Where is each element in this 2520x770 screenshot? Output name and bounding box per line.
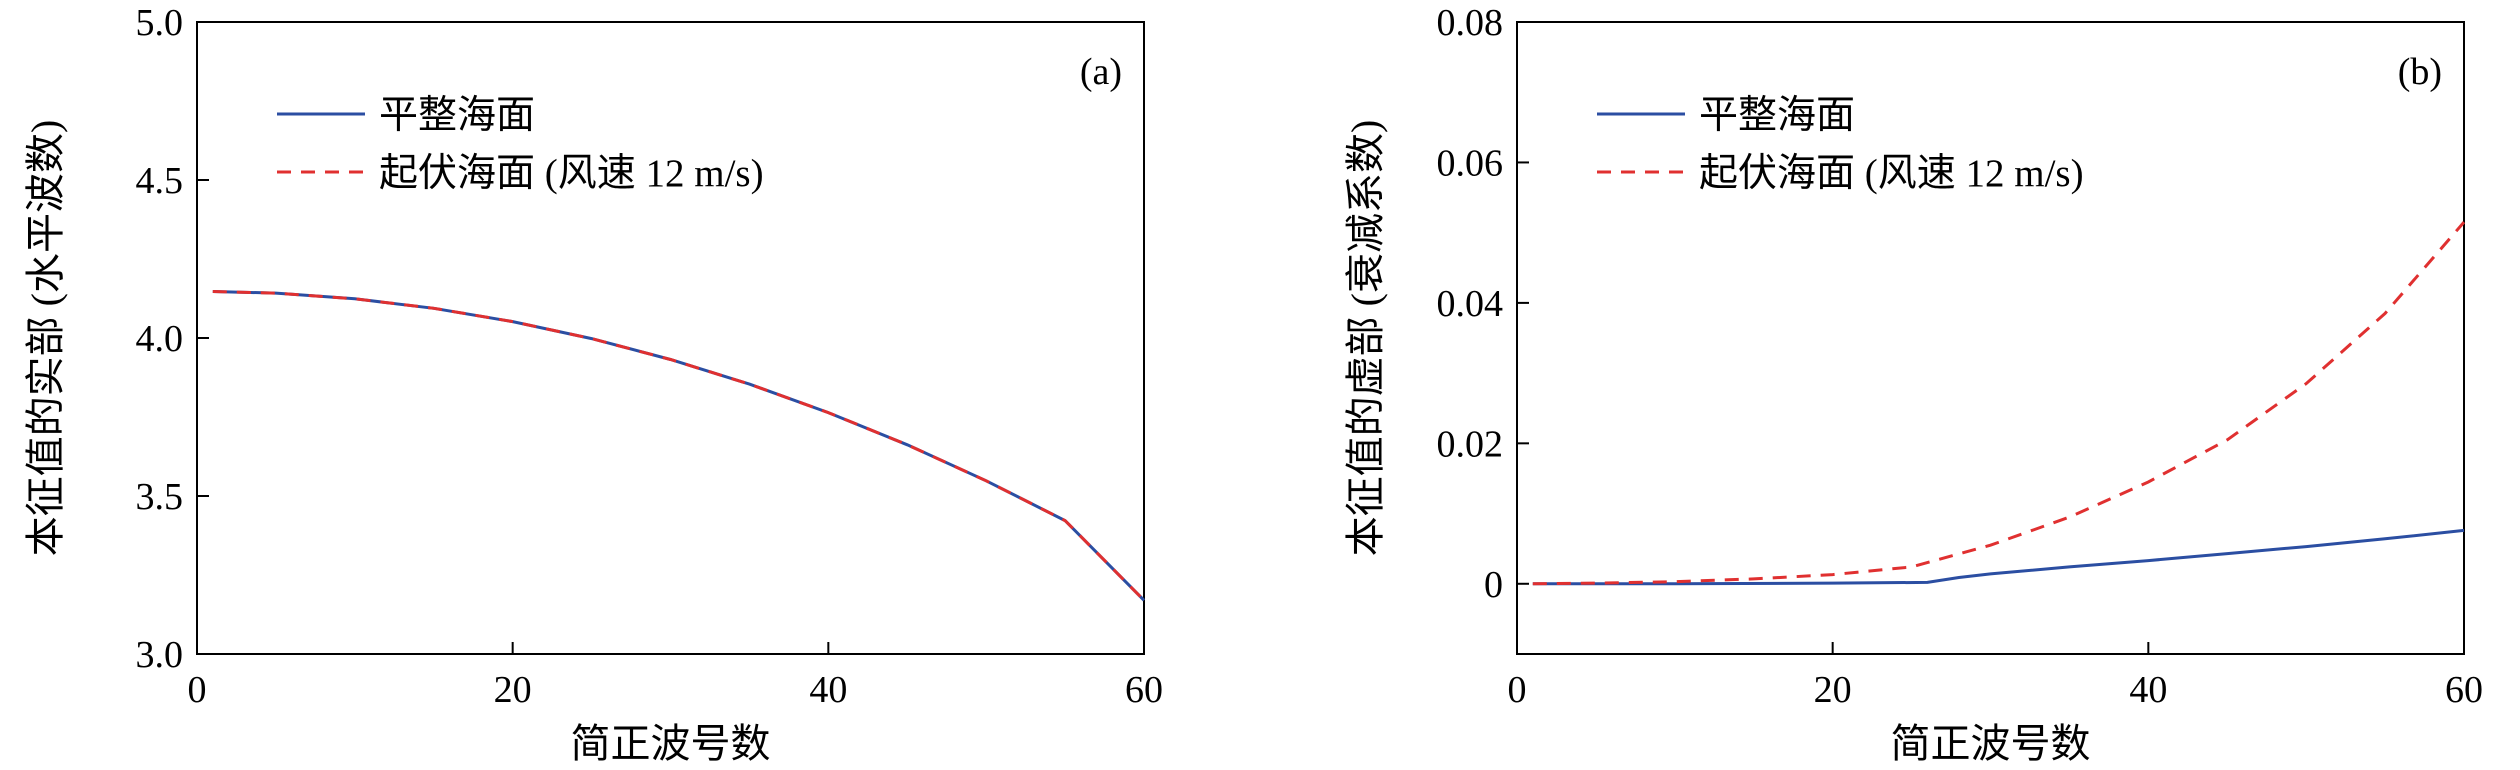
x-tick-label: 60 — [1125, 669, 1163, 711]
series-line-2 — [212, 290, 1146, 602]
x-tick-label: 20 — [1814, 669, 1852, 711]
y-tick-label: 0.06 — [1437, 142, 1504, 184]
x-tick-label: 0 — [1508, 669, 1527, 711]
y-tick-label: 3.0 — [136, 634, 184, 676]
legend-label-1: 平整海面 — [1699, 94, 1855, 137]
x-axis-title: 简正波号数 — [571, 721, 771, 766]
plot-frame — [196, 21, 1145, 655]
y-tick-label: 3.5 — [136, 476, 184, 518]
plot-frame — [1516, 21, 2465, 655]
x-tick-label: 40 — [809, 669, 847, 711]
panel-label: (b) — [2398, 51, 2442, 93]
y-tick-label: 0.08 — [1437, 2, 1504, 44]
x-axis-title: 简正波号数 — [1891, 721, 2091, 766]
y-axis-title: 本征值的虚部 (衰减系数) — [1343, 120, 1388, 557]
series-line-2 — [1532, 221, 2466, 586]
y-axis-title: 本征值的实部 (水平波数) — [23, 120, 68, 557]
chart-panel-2: 0 20 40 60 0 0.02 0.04 0.06 0.08 简正波号数 本征值的虚部 (衰减系… — [1343, 2, 2483, 766]
y-tick-label: 0.02 — [1437, 423, 1504, 465]
legend-label-2: 起伏海面 (风速 12 m/s) — [1699, 152, 2084, 195]
y-tick-label: 0.04 — [1437, 283, 1504, 325]
legend-label-2: 起伏海面 (风速 12 m/s) — [379, 152, 764, 195]
x-tick-label: 60 — [2445, 669, 2483, 711]
panel-label: (a) — [1080, 51, 1122, 93]
legend-label-1: 平整海面 — [379, 94, 535, 137]
x-tick-label: 0 — [188, 669, 207, 711]
y-tick-label: 4.0 — [136, 318, 184, 360]
y-tick-label: 0 — [1484, 564, 1503, 606]
series-line-1 — [212, 290, 1146, 602]
x-tick-label: 40 — [2129, 669, 2167, 711]
series-line-1 — [1532, 528, 2465, 586]
chart-panel-1: 0 20 40 60 3.0 3.5 4.0 4.5 5.0 简正波号数 本征值的实部 (水平波数)… — [23, 2, 1163, 766]
y-tick-label: 5.0 — [136, 2, 184, 44]
x-tick-label: 20 — [494, 669, 532, 711]
y-tick-label: 4.5 — [136, 160, 184, 202]
